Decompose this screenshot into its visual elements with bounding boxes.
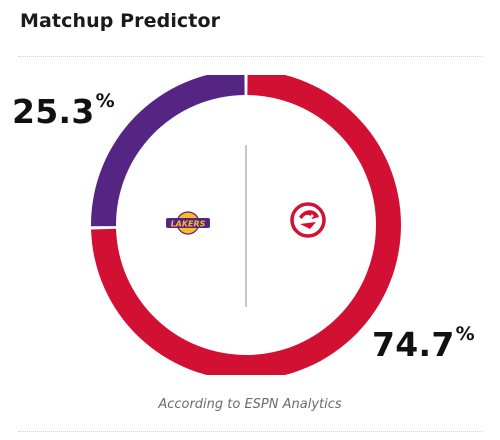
hawks-logo-icon bbox=[290, 202, 326, 238]
donut-slice-lakers bbox=[91, 75, 245, 227]
away-win-probability-value: 25.3 bbox=[12, 92, 95, 131]
footer-divider bbox=[18, 431, 482, 432]
lakers-logo-icon: LAKERS bbox=[166, 211, 210, 235]
home-win-probability: 74.7% bbox=[372, 323, 475, 364]
widget-title: Matchup Predictor bbox=[20, 10, 221, 32]
home-win-probability-value: 74.7 bbox=[372, 325, 455, 364]
away-win-probability: 25.3% bbox=[12, 90, 115, 131]
donut-slices bbox=[91, 75, 401, 375]
away-win-probability-symbol: % bbox=[95, 90, 115, 112]
win-probability-donut-chart: LAKERS bbox=[91, 75, 401, 375]
lakers-logo-wordmark: LAKERS bbox=[171, 220, 206, 229]
analytics-caption: According to ESPN Analytics bbox=[158, 397, 342, 412]
header-divider bbox=[18, 56, 482, 57]
home-win-probability-symbol: % bbox=[455, 323, 475, 345]
